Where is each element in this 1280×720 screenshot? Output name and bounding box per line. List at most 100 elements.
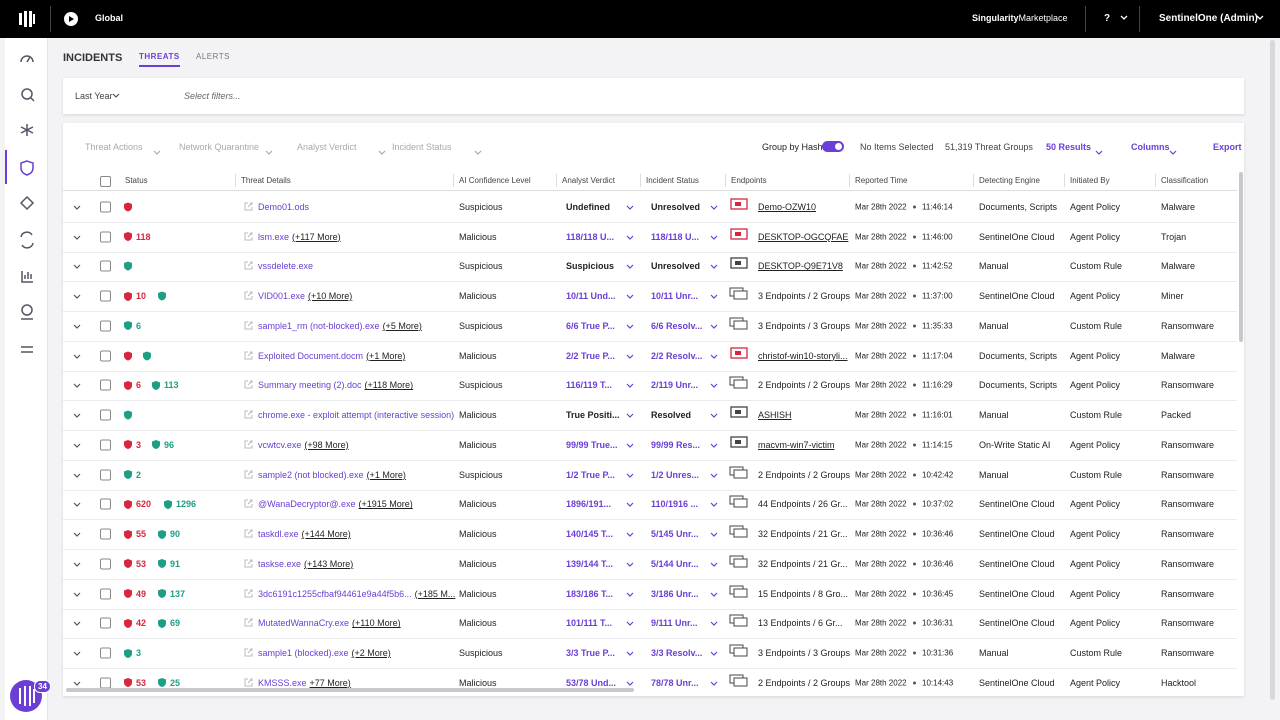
analyst-verdict[interactable]: Undefined <box>566 201 610 212</box>
table-row[interactable]: 6 sample1_rm (not-blocked).exe (+5 More) Su… <box>63 311 1237 342</box>
incident-status[interactable]: 78/78 Unr... <box>651 677 699 688</box>
chevron[interactable] <box>710 376 718 394</box>
columns-menu[interactable]: Columns <box>1131 142 1170 152</box>
time-range[interactable]: Last Year <box>75 91 113 101</box>
more-link[interactable]: (+185 M... <box>414 588 456 599</box>
expand[interactable] <box>73 585 81 603</box>
marketplace[interactable]: Singularity <box>972 13 1019 23</box>
endpoint[interactable]: Demo-OZW10 <box>758 201 817 212</box>
expand[interactable] <box>73 614 81 632</box>
chevron[interactable] <box>710 495 718 513</box>
checkbox[interactable] <box>100 677 111 689</box>
column-header[interactable]: Threat Details <box>241 176 291 185</box>
analyst-verdict[interactable]: 183/186 T... <box>566 588 614 599</box>
table-row[interactable]: 2 sample2 (not blocked).exe (+1 More) Suspi… <box>63 460 1237 491</box>
endpoint[interactable]: 2 Endpoints / 2 Groups <box>758 380 851 391</box>
checkbox[interactable] <box>100 469 111 481</box>
threat-name[interactable]: vcwtcv.exe <box>258 439 302 450</box>
threat-name[interactable]: taskse.exe <box>258 558 302 569</box>
endpoint[interactable]: 3 Endpoints / 3 Groups <box>758 648 851 659</box>
chevron[interactable] <box>626 614 634 632</box>
analyst-verdict[interactable]: 116/119 T... <box>566 380 613 391</box>
more-link[interactable]: (+117 More) <box>292 231 341 242</box>
table-row[interactable]: chrome.exe - exploit attempt (interactiv… <box>63 400 1237 431</box>
column-header[interactable]: Classification <box>1161 176 1209 185</box>
chevron[interactable] <box>626 466 634 484</box>
filter-input[interactable]: Select filters... <box>184 91 241 101</box>
more-link[interactable]: (+98 More) <box>304 439 349 450</box>
threat-name[interactable]: VID001.exe <box>258 291 306 302</box>
analyst-verdict[interactable]: Suspicious <box>566 261 615 272</box>
analyst-verdict[interactable]: 1/2 True P... <box>566 469 615 480</box>
incident-status[interactable]: 3/3 Resolv... <box>651 648 703 659</box>
tab[interactable]: THREATS <box>139 52 180 67</box>
chevron[interactable] <box>626 555 634 573</box>
checkbox[interactable] <box>100 528 111 540</box>
endpoint[interactable]: 3 Endpoints / 3 Groups <box>758 320 851 331</box>
table-row[interactable]: 3 sample1 (blocked).exe (+2 More) Suspiciou… <box>63 638 1237 669</box>
chevron[interactable] <box>710 317 718 335</box>
table-row[interactable]: 10 VID001.exe (+10 More) Malicious 10/11 Und… <box>63 281 1237 312</box>
chevron[interactable] <box>626 198 634 216</box>
scope[interactable]: Global <box>95 13 124 23</box>
incident-status[interactable]: Resolved <box>651 410 692 421</box>
table-row[interactable]: 49 137 3dc6191c1255cfbaf94461e9a44f5b6...(… <box>63 579 1237 610</box>
checkbox[interactable] <box>100 379 111 391</box>
incident-status[interactable]: 3/186 Unr... <box>651 588 699 599</box>
column-header[interactable]: Status <box>125 176 148 185</box>
more-link[interactable]: (+10 More) <box>308 291 353 302</box>
incident-status[interactable]: 2/2 Resolv... <box>651 350 703 361</box>
expand[interactable] <box>73 198 81 216</box>
endpoint[interactable]: 2 Endpoints / 2 Groups <box>758 469 851 480</box>
checkbox[interactable] <box>100 498 111 510</box>
checkbox[interactable] <box>100 617 111 629</box>
chevron[interactable] <box>710 614 718 632</box>
column-header[interactable]: Analyst Verdict <box>562 176 615 185</box>
chevron[interactable] <box>626 376 634 394</box>
threat-name[interactable]: taskdl.exe <box>258 529 299 540</box>
chevron[interactable] <box>626 287 634 305</box>
table-row[interactable]: 53 25 KMSSS.exe +77 More) Malicious 53/78 Und… <box>63 668 1237 699</box>
incident-status[interactable]: 5/144 Unr... <box>651 558 699 569</box>
column-header[interactable]: Reported Time <box>855 176 908 185</box>
chevron[interactable] <box>710 198 718 216</box>
expand[interactable] <box>73 406 81 424</box>
expand[interactable] <box>73 347 81 365</box>
analyst-verdict[interactable]: 1896/191... <box>566 499 612 510</box>
threat-name[interactable]: vssdelete.exe <box>258 261 314 272</box>
bulk-action[interactable]: Analyst Verdict <box>297 142 357 152</box>
table-row[interactable]: Demo01.ods Suspicious Undefined Unresolved D… <box>63 192 1237 223</box>
table-row[interactable]: Exploited Document.docm (+1 More) Maliciou… <box>63 341 1237 372</box>
checkbox[interactable] <box>100 439 111 451</box>
checkbox[interactable] <box>100 647 111 659</box>
more-link[interactable]: (+118 More) <box>364 380 414 391</box>
chevron[interactable] <box>626 317 634 335</box>
chevron[interactable] <box>710 406 718 424</box>
chevron[interactable] <box>710 555 718 573</box>
chevron[interactable] <box>710 525 718 543</box>
endpoint[interactable]: 3 Endpoints / 2 Groups <box>758 291 851 302</box>
more-link[interactable]: +77 More) <box>309 677 351 688</box>
chevron[interactable] <box>626 406 634 424</box>
expand[interactable] <box>73 436 81 454</box>
more-link[interactable]: (+5 More) <box>382 320 422 331</box>
analyst-verdict[interactable]: 140/145 T... <box>566 529 614 540</box>
threat-name[interactable]: sample1_rm (not-blocked).exe <box>258 320 380 331</box>
analyst-verdict[interactable]: 118/118 U... <box>566 231 615 242</box>
threat-name[interactable]: MutatedWannaCry.exe <box>258 618 350 629</box>
expand[interactable] <box>73 555 81 573</box>
threat-name[interactable]: Summary meeting (2).doc <box>258 380 362 391</box>
incident-status[interactable]: 110/1916 ... <box>651 499 699 510</box>
expand[interactable] <box>73 287 81 305</box>
scope-icon[interactable] <box>64 12 78 26</box>
analyst-verdict[interactable]: 6/6 True P... <box>566 320 615 331</box>
endpoint[interactable]: DESKTOP-OGCQFAE <box>758 231 849 242</box>
chevron[interactable] <box>710 347 718 365</box>
column-header[interactable]: Detecting Engine <box>979 176 1040 185</box>
checkbox[interactable] <box>100 201 111 213</box>
chevron[interactable] <box>710 674 718 692</box>
endpoint[interactable]: 32 Endpoints / 21 Gr... <box>758 529 848 540</box>
analyst-verdict[interactable]: 10/11 Und... <box>566 291 616 302</box>
incident-status[interactable]: 6/6 Resolv... <box>651 320 703 331</box>
checkbox[interactable] <box>100 260 111 272</box>
